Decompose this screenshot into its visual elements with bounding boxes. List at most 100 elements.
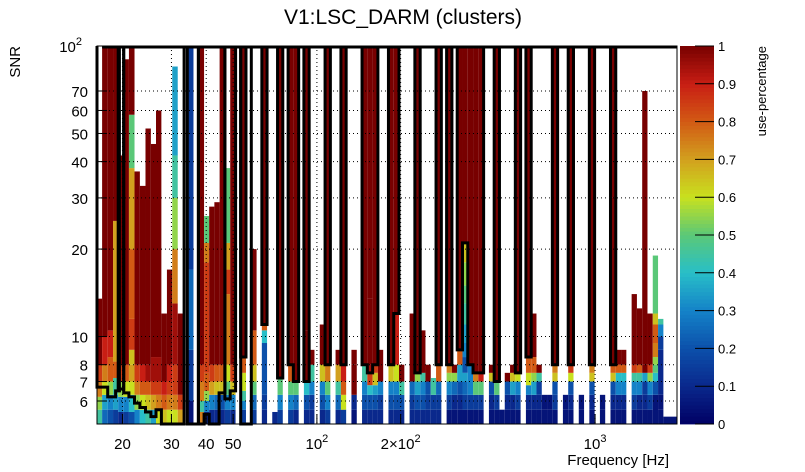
colorbar-segment <box>680 189 714 194</box>
colorbar-segment <box>680 344 714 349</box>
colorbar-segment <box>680 136 714 141</box>
heatmap-cell <box>494 46 500 382</box>
heatmap-cell <box>457 409 463 424</box>
colorbar-segment <box>680 114 714 119</box>
cluster-contour <box>323 46 332 367</box>
heatmap-cell <box>97 409 103 424</box>
x-tick-label: 50 <box>225 436 242 453</box>
heatmap-cell <box>658 409 664 424</box>
heatmap-cell <box>451 381 458 395</box>
heatmap-cell <box>335 409 341 424</box>
colorbar-segment <box>680 125 714 130</box>
colorbar-segment <box>680 401 714 406</box>
heatmap-cell <box>367 409 373 424</box>
heatmap-cell <box>319 381 326 395</box>
heatmap-cell <box>172 66 178 156</box>
heatmap-cell <box>504 372 511 382</box>
heatmap-cell <box>488 381 495 395</box>
colorbar-segment <box>680 95 714 100</box>
colorbar-segment <box>680 219 714 225</box>
colorbar-tick-label: 0.4 <box>718 266 736 281</box>
heatmap-cell <box>319 409 326 424</box>
heatmap-cell <box>293 394 299 410</box>
colorbar-segment <box>680 166 714 172</box>
colorbar: 0 0.1 0.2 0.3 0.4 0.5 0.6 0.7 0.8 0.9 1 <box>680 39 736 432</box>
heatmap-cell <box>251 364 257 382</box>
heatmap-cell <box>288 364 294 382</box>
y-tick-label: 7 <box>80 375 88 392</box>
heatmap-cell <box>462 394 468 410</box>
heatmap-cell <box>214 381 220 395</box>
heatmap-cell <box>123 396 129 412</box>
y-tick-label: 70 <box>71 84 88 101</box>
heatmap-cell <box>204 215 210 243</box>
colorbar-segment <box>680 412 714 417</box>
heatmap-cell <box>478 381 484 395</box>
heatmap-cell <box>107 394 114 410</box>
heatmap-cell <box>188 269 194 350</box>
heatmap-cell <box>488 409 495 424</box>
cluster-contour <box>339 46 348 367</box>
heatmap-cell <box>478 46 484 373</box>
colorbar-segment <box>680 148 714 153</box>
heatmap-cell <box>362 394 368 410</box>
heatmap-cell <box>340 46 347 365</box>
colorbar-segment <box>680 87 714 92</box>
heatmap-cell <box>230 381 236 395</box>
x-tick-label: 30 <box>163 436 180 453</box>
heatmap-cell <box>204 242 210 263</box>
cluster-contour <box>286 46 301 384</box>
heatmap-cell <box>462 409 468 424</box>
colorbar-segment <box>680 76 714 81</box>
heatmap-cell <box>240 390 246 401</box>
heatmap-cell <box>224 409 231 424</box>
heatmap-cell <box>589 364 595 373</box>
plot-frame <box>96 45 678 425</box>
heatmap-cell <box>209 409 215 424</box>
heatmap-cell <box>399 364 405 382</box>
heatmap-cell <box>240 46 246 358</box>
heatmap-cell <box>240 409 246 424</box>
heatmap-cell <box>102 364 108 382</box>
heatmap-cell <box>150 143 156 358</box>
colorbar-segment <box>680 318 714 323</box>
heatmap-cell <box>224 294 231 365</box>
heatmap-cell <box>128 114 135 169</box>
colorbar-segment <box>680 378 714 383</box>
x-tick-label: 40 <box>198 436 215 453</box>
heatmap-cell <box>340 409 347 424</box>
heatmap-cell <box>531 313 537 358</box>
y-tick-label: 40 <box>71 155 88 172</box>
colorbar-segment <box>680 253 714 259</box>
colorbar-segment <box>680 314 714 319</box>
heatmap-cell <box>467 381 474 395</box>
heatmap-cell <box>663 416 677 424</box>
colorbar-tick-label: 0.7 <box>718 152 736 167</box>
heatmap-cell <box>552 409 558 424</box>
heatmap-cell <box>647 409 653 424</box>
cluster-contour <box>455 46 486 375</box>
heatmap-cell <box>562 409 569 424</box>
heatmap-cell <box>515 394 521 410</box>
colorbar-segment <box>680 193 714 198</box>
heatmap-cell <box>589 409 595 424</box>
heatmap-cell <box>198 46 205 365</box>
y-tick-label: 10 <box>71 330 88 347</box>
x-tick-label: 20 <box>114 436 131 453</box>
heatmap-cell <box>362 364 368 382</box>
x-tick-label: 2×102 <box>381 433 421 453</box>
heatmap-cell <box>510 394 516 410</box>
heatmap-cell <box>219 394 225 410</box>
heatmap-cell <box>610 372 616 382</box>
heatmap-cell <box>351 394 357 410</box>
heatmap-cell <box>615 409 622 424</box>
heatmap-cell <box>139 381 146 395</box>
heatmap-cell <box>118 411 124 424</box>
colorbar-tick-label: 0.9 <box>718 77 736 92</box>
colorbar-tick-label: 0.3 <box>718 304 736 319</box>
heatmap-cell <box>166 394 173 410</box>
colorbar-segment <box>680 121 714 126</box>
heatmap-cell <box>425 381 431 395</box>
heatmap-cell <box>113 220 119 362</box>
heatmap-cell <box>362 46 368 365</box>
